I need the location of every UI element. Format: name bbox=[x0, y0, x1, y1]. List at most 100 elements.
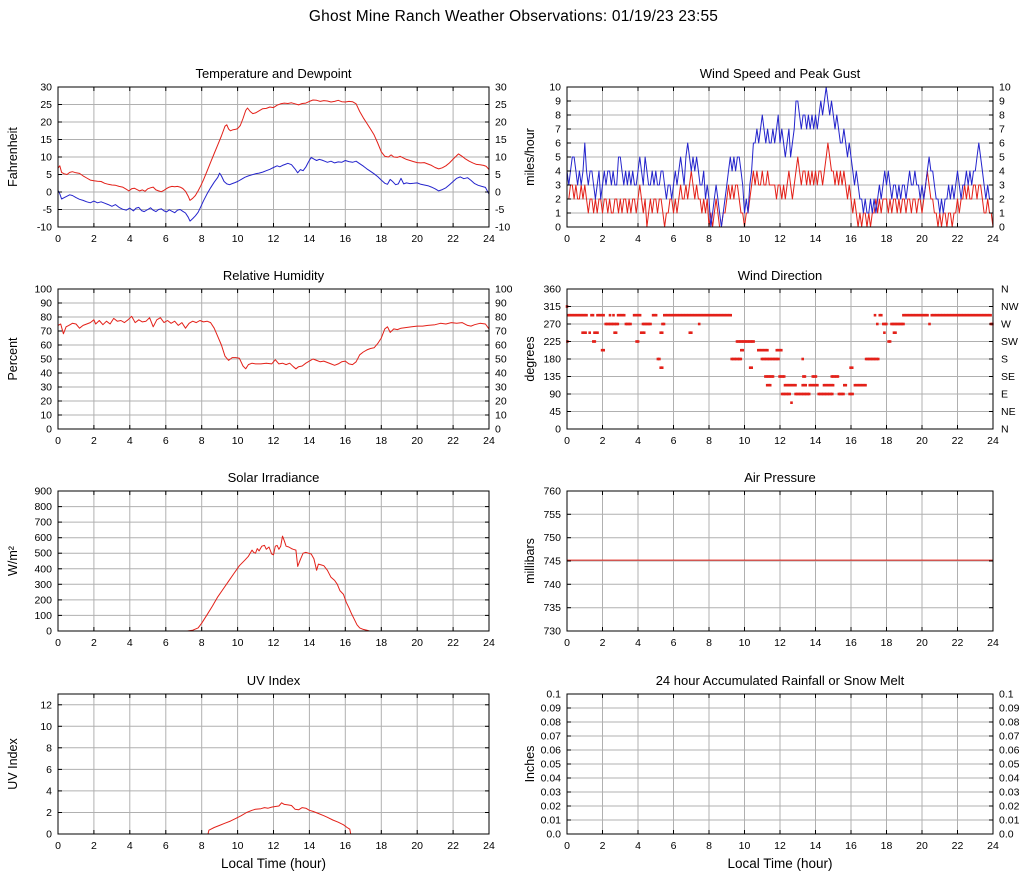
y-axis-label: Percent bbox=[6, 337, 20, 381]
y-tick-label-right: 60 bbox=[495, 340, 507, 352]
x-tick-label: 20 bbox=[916, 233, 928, 245]
x-tick-label: 2 bbox=[600, 637, 606, 649]
y-tick-label: 80 bbox=[40, 312, 52, 324]
x-tick-label: 8 bbox=[706, 637, 712, 649]
y-tick-label-right: 0 bbox=[495, 187, 501, 199]
compass-label: SE bbox=[1001, 371, 1015, 383]
y-tick-label: 735 bbox=[543, 602, 561, 614]
y-tick-label: 900 bbox=[34, 486, 52, 498]
y-tick-label: 730 bbox=[543, 626, 561, 638]
y-tick-label: 0 bbox=[46, 626, 52, 638]
chart-title: UV Index bbox=[247, 673, 301, 688]
y-tick-label: 3 bbox=[555, 180, 561, 192]
y-tick-label: 100 bbox=[34, 284, 52, 296]
x-tick-label: 2 bbox=[600, 233, 606, 245]
x-tick-label: 2 bbox=[91, 435, 97, 447]
chart-title: Temperature and Dewpoint bbox=[195, 66, 351, 81]
y-axis-label: miles/hour bbox=[523, 128, 537, 186]
y-tick-label-right: 0.02 bbox=[999, 801, 1020, 813]
y-tick-label-right: 5 bbox=[999, 152, 1005, 164]
y-tick-label-right: 20 bbox=[495, 117, 507, 129]
y-tick-label-right: 0.04 bbox=[999, 773, 1020, 785]
x-tick-label: 22 bbox=[952, 435, 964, 447]
x-tick-label: 4 bbox=[127, 233, 133, 245]
series-dewpoint bbox=[57, 156, 490, 222]
x-tick-label: 24 bbox=[987, 637, 999, 649]
x-tick-label: 16 bbox=[339, 840, 351, 852]
x-tick-label: 20 bbox=[411, 233, 423, 245]
y-tick-label-right: 0.06 bbox=[999, 745, 1020, 757]
x-tick-label: 18 bbox=[375, 233, 387, 245]
y-tick-label-right: 80 bbox=[495, 312, 507, 324]
y-tick-label: 4 bbox=[46, 785, 52, 797]
x-tick-label: 8 bbox=[706, 840, 712, 852]
x-tick-label: 8 bbox=[199, 840, 205, 852]
x-tick-label: 20 bbox=[916, 435, 928, 447]
y-tick-label: 0 bbox=[46, 829, 52, 841]
x-tick-label: 16 bbox=[845, 840, 857, 852]
x-tick-label: 8 bbox=[199, 435, 205, 447]
x-tick-label: 14 bbox=[810, 435, 822, 447]
chart-title: Wind Speed and Peak Gust bbox=[700, 66, 861, 81]
x-tick-label: 22 bbox=[952, 233, 964, 245]
x-tick-label: 10 bbox=[232, 840, 244, 852]
y-tick-label-right: 10 bbox=[999, 82, 1011, 94]
x-tick-label: 18 bbox=[375, 840, 387, 852]
compass-label: SW bbox=[1001, 336, 1018, 348]
x-tick-label: 18 bbox=[375, 637, 387, 649]
x-tick-label: 16 bbox=[339, 637, 351, 649]
x-tick-label: 12 bbox=[268, 840, 280, 852]
y-tick-label: 25 bbox=[40, 99, 52, 111]
x-tick-label: 4 bbox=[635, 637, 641, 649]
x-tick-label: 20 bbox=[411, 435, 423, 447]
y-axis-label: W/m² bbox=[6, 546, 20, 576]
y-tick-label: 400 bbox=[34, 563, 52, 575]
y-tick-label-right: 3 bbox=[999, 180, 1005, 192]
x-tick-label: 4 bbox=[127, 435, 133, 447]
x-tick-label: 16 bbox=[845, 435, 857, 447]
x-tick-label: 18 bbox=[881, 435, 893, 447]
y-tick-label-right: 0.05 bbox=[999, 759, 1020, 771]
y-tick-label: 200 bbox=[34, 594, 52, 606]
x-tick-label: 22 bbox=[952, 637, 964, 649]
y-tick-label: 70 bbox=[40, 326, 52, 338]
temperature-dewpoint-chart: Temperature and Dewpoint -10 -10 -5 -5 0 0 5 5 10… bbox=[6, 66, 510, 245]
y-tick-label: 800 bbox=[34, 501, 52, 513]
x-tick-label: 20 bbox=[411, 637, 423, 649]
y-tick-label: 225 bbox=[543, 336, 561, 348]
x-tick-label: 14 bbox=[304, 637, 316, 649]
x-tick-label: 24 bbox=[483, 435, 495, 447]
series-uv bbox=[58, 802, 489, 835]
y-tick-label: 500 bbox=[34, 548, 52, 560]
x-tick-label: 10 bbox=[739, 840, 751, 852]
y-tick-label-right: 0.0 bbox=[999, 829, 1014, 841]
y-tick-label-right: 30 bbox=[495, 82, 507, 94]
y-tick-label: 750 bbox=[543, 532, 561, 544]
y-tick-label: 755 bbox=[543, 509, 561, 521]
tick-marks bbox=[57, 490, 490, 632]
x-tick-label: 14 bbox=[304, 233, 316, 245]
y-axis-label: degrees bbox=[523, 336, 537, 381]
y-tick-label: 0 bbox=[555, 424, 561, 436]
x-tick-label: 16 bbox=[845, 637, 857, 649]
compass-label: NW bbox=[1001, 301, 1019, 313]
y-tick-label: 8 bbox=[46, 742, 52, 754]
x-tick-label: 4 bbox=[635, 435, 641, 447]
y-tick-label: 270 bbox=[543, 319, 561, 331]
x-tick-label: 22 bbox=[447, 637, 459, 649]
y-tick-label: 5 bbox=[46, 169, 52, 181]
x-tick-label: 4 bbox=[127, 840, 133, 852]
y-tick-label: 760 bbox=[543, 486, 561, 498]
x-tick-label: 24 bbox=[483, 233, 495, 245]
y-tick-label: 0 bbox=[555, 222, 561, 234]
x-tick-label: 2 bbox=[600, 840, 606, 852]
y-tick-label: 135 bbox=[543, 371, 561, 383]
y-tick-label-right: 4 bbox=[999, 166, 1005, 178]
x-tick-label: 0 bbox=[564, 637, 570, 649]
y-tick-label-right: 0.08 bbox=[999, 717, 1020, 729]
y-tick-label-right: 8 bbox=[999, 110, 1005, 122]
y-tick-label: 12 bbox=[40, 699, 52, 711]
x-tick-label: 0 bbox=[55, 840, 61, 852]
series-wind-speed bbox=[567, 142, 994, 228]
